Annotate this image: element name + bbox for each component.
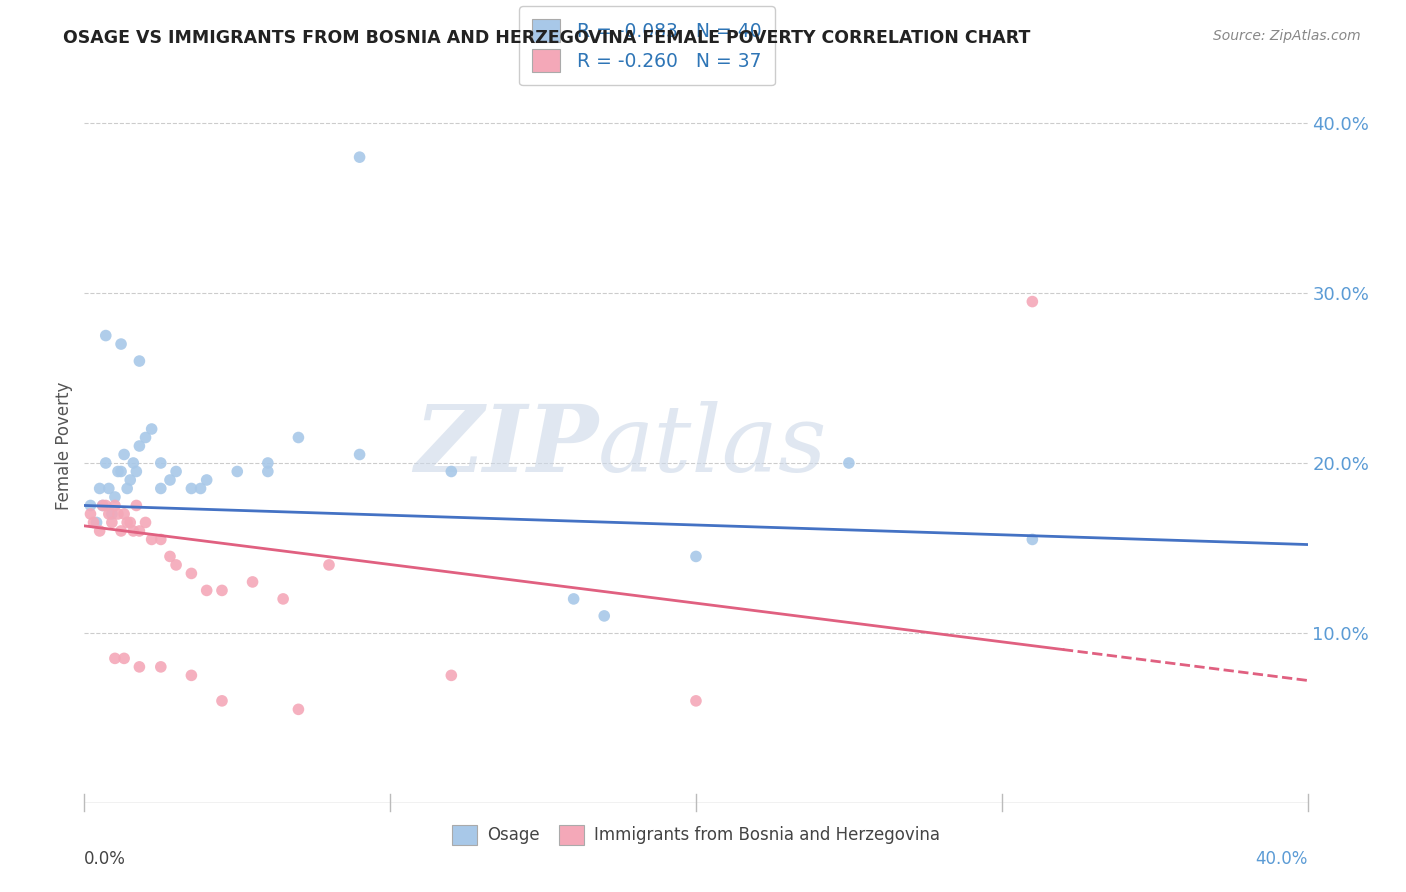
Point [112, 651, 135, 665]
Point [1021, 294, 1043, 309]
Point [101, 516, 124, 530]
Point [83, 516, 105, 530]
Point [120, 516, 142, 530]
Point [94, 456, 117, 470]
Point [562, 591, 585, 606]
Point [94, 328, 117, 343]
Point [165, 558, 187, 572]
Point [685, 694, 707, 708]
Point [120, 473, 142, 487]
Point [271, 591, 294, 606]
Point [91, 499, 114, 513]
Point [112, 507, 135, 521]
Point [318, 558, 340, 572]
Point [112, 448, 135, 462]
Point [1021, 533, 1043, 547]
Point [86, 516, 108, 530]
Point [838, 456, 860, 470]
Point [110, 524, 132, 538]
Point [685, 549, 707, 564]
Point [135, 516, 157, 530]
Point [440, 465, 463, 479]
Point [349, 150, 371, 164]
Point [115, 516, 138, 530]
Y-axis label: Female Poverty: Female Poverty [55, 382, 73, 510]
Point [128, 660, 150, 674]
Point [226, 465, 249, 479]
Point [104, 490, 127, 504]
Point [104, 651, 127, 665]
Point [97, 482, 120, 496]
Point [91, 499, 114, 513]
Point [440, 668, 463, 682]
Point [115, 482, 138, 496]
Point [122, 524, 145, 538]
Point [79, 507, 101, 521]
Point [149, 456, 172, 470]
Text: OSAGE VS IMMIGRANTS FROM BOSNIA AND HERZEGOVINA FEMALE POVERTY CORRELATION CHART: OSAGE VS IMMIGRANTS FROM BOSNIA AND HERZ… [63, 29, 1031, 46]
Point [190, 482, 212, 496]
Point [141, 533, 163, 547]
Text: 40.0%: 40.0% [1256, 850, 1308, 869]
Point [128, 439, 150, 453]
Point [159, 473, 181, 487]
Point [149, 482, 172, 496]
Point [180, 482, 202, 496]
Legend: Osage, Immigrants from Bosnia and Herzegovina: Osage, Immigrants from Bosnia and Herzeg… [444, 818, 948, 852]
Point [125, 465, 148, 479]
Point [257, 465, 280, 479]
Point [195, 583, 218, 598]
Point [104, 499, 127, 513]
Point [110, 465, 132, 479]
Point [128, 354, 150, 368]
Point [107, 465, 129, 479]
Point [593, 608, 616, 623]
Point [349, 448, 371, 462]
Text: 0.0%: 0.0% [84, 850, 127, 869]
Point [211, 694, 233, 708]
Point [180, 566, 202, 581]
Point [135, 430, 157, 444]
Point [125, 499, 148, 513]
Text: ZIP: ZIP [413, 401, 598, 491]
Point [97, 507, 120, 521]
Point [165, 465, 187, 479]
Point [287, 702, 309, 716]
Point [141, 422, 163, 436]
Point [122, 456, 145, 470]
Point [89, 524, 111, 538]
Point [287, 430, 309, 444]
Text: Source: ZipAtlas.com: Source: ZipAtlas.com [1213, 29, 1361, 43]
Point [94, 499, 117, 513]
Point [180, 668, 202, 682]
Text: atlas: atlas [598, 401, 828, 491]
Point [242, 574, 264, 589]
Point [89, 482, 111, 496]
Point [159, 549, 181, 564]
Point [149, 533, 172, 547]
Point [257, 456, 280, 470]
Point [149, 660, 172, 674]
Point [110, 337, 132, 351]
Point [79, 499, 101, 513]
Point [211, 583, 233, 598]
Point [195, 473, 218, 487]
Point [107, 507, 129, 521]
Point [128, 524, 150, 538]
Point [101, 507, 124, 521]
